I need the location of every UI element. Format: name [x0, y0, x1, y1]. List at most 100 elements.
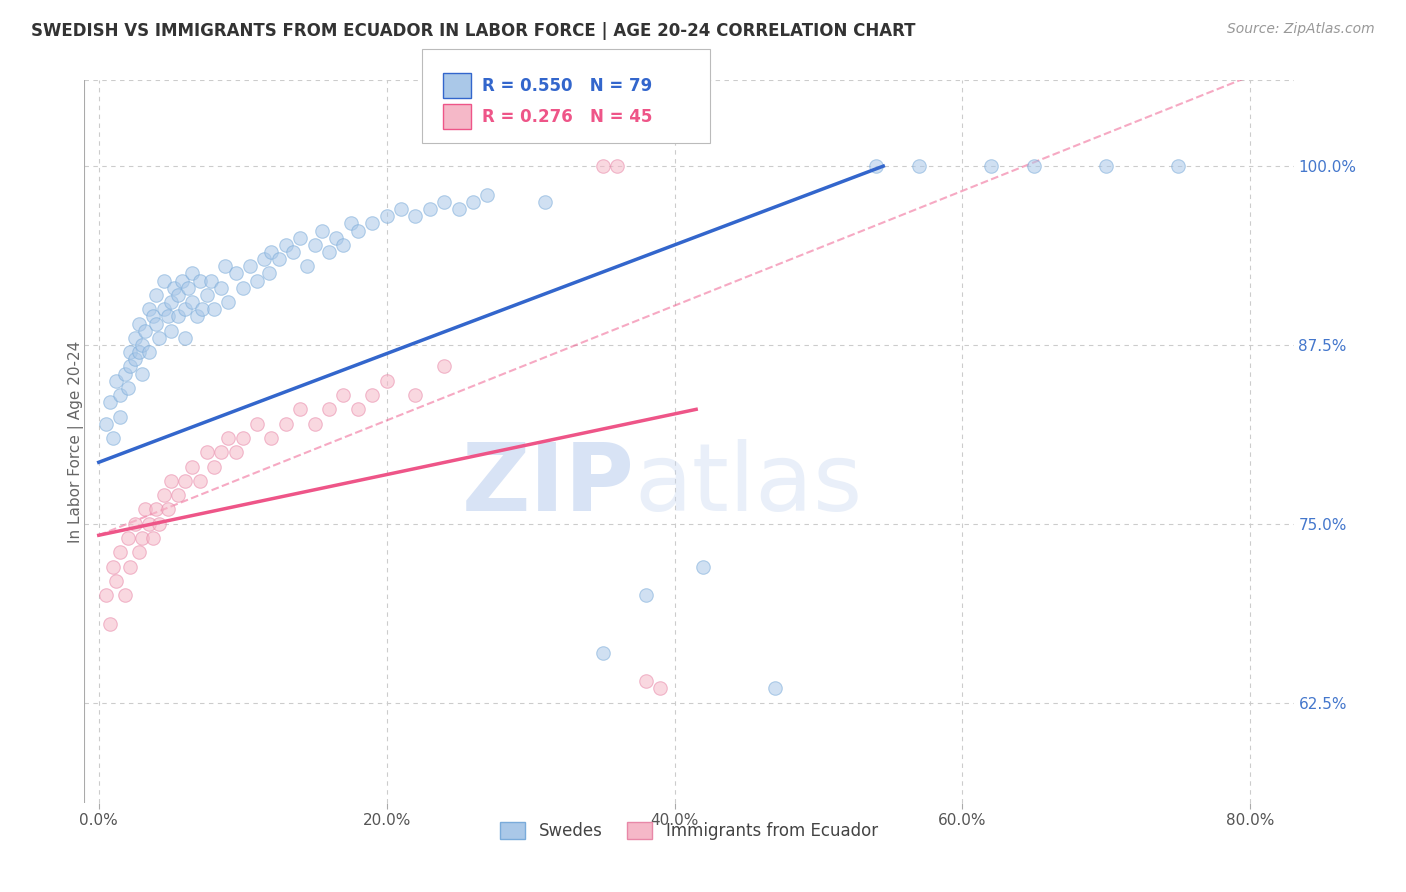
Point — [114, 367, 136, 381]
Point — [1024, 159, 1046, 173]
Text: R = 0.276   N = 45: R = 0.276 N = 45 — [482, 108, 652, 126]
Point — [257, 267, 280, 281]
Point — [239, 260, 262, 274]
Point — [134, 324, 156, 338]
Point — [128, 545, 150, 559]
Point — [181, 295, 204, 310]
Text: atlas: atlas — [634, 439, 863, 531]
Point — [174, 302, 197, 317]
Point — [267, 252, 290, 266]
Point — [281, 244, 304, 259]
Point — [404, 388, 426, 402]
Point — [692, 559, 714, 574]
Point — [865, 159, 887, 173]
Point — [332, 388, 354, 402]
Point — [650, 681, 672, 696]
Text: Source: ZipAtlas.com: Source: ZipAtlas.com — [1227, 22, 1375, 37]
Point — [217, 295, 239, 310]
Point — [128, 345, 150, 359]
Point — [209, 445, 232, 459]
Point — [274, 417, 297, 431]
Point — [101, 559, 124, 574]
Point — [167, 488, 190, 502]
Point — [145, 502, 167, 516]
Point — [318, 244, 340, 259]
Point — [246, 274, 269, 288]
Point — [124, 331, 146, 345]
Point — [461, 194, 484, 209]
Point — [304, 417, 326, 431]
Point — [634, 674, 657, 689]
Point — [120, 359, 142, 374]
Point — [181, 459, 204, 474]
Point — [142, 531, 165, 545]
Point — [105, 374, 128, 388]
Text: SWEDISH VS IMMIGRANTS FROM ECUADOR IN LABOR FORCE | AGE 20-24 CORRELATION CHART: SWEDISH VS IMMIGRANTS FROM ECUADOR IN LA… — [31, 22, 915, 40]
Point — [290, 402, 312, 417]
Point — [253, 252, 276, 266]
Point — [188, 274, 211, 288]
Point — [634, 588, 657, 602]
Point — [232, 281, 254, 295]
Point — [202, 302, 225, 317]
Point — [152, 488, 174, 502]
Point — [433, 359, 456, 374]
Text: R = 0.550   N = 79: R = 0.550 N = 79 — [482, 77, 652, 95]
Point — [447, 202, 470, 216]
Point — [142, 310, 165, 324]
Point — [152, 302, 174, 317]
Point — [120, 345, 142, 359]
Point — [148, 516, 170, 531]
Point — [174, 474, 197, 488]
Point — [195, 445, 218, 459]
Point — [202, 459, 225, 474]
Point — [592, 159, 614, 173]
Point — [606, 159, 628, 173]
Point — [361, 388, 384, 402]
Point — [117, 381, 139, 395]
Point — [124, 352, 146, 367]
Point — [209, 281, 232, 295]
Point — [101, 431, 124, 445]
Point — [167, 288, 190, 302]
Point — [375, 209, 398, 223]
Point — [131, 367, 153, 381]
Point — [159, 324, 181, 338]
Point — [174, 331, 197, 345]
Point — [339, 216, 361, 230]
Point — [361, 216, 384, 230]
Point — [225, 445, 247, 459]
Point — [138, 302, 160, 317]
Point — [477, 187, 499, 202]
Point — [186, 310, 208, 324]
Point — [128, 317, 150, 331]
Point — [105, 574, 128, 588]
Point — [1095, 159, 1118, 173]
Point — [117, 531, 139, 545]
Point — [110, 545, 132, 559]
Point — [188, 474, 211, 488]
Point — [98, 617, 121, 632]
Point — [131, 338, 153, 352]
Point — [162, 281, 184, 295]
Point — [98, 395, 121, 409]
Point — [214, 260, 236, 274]
Point — [290, 230, 312, 244]
Point — [225, 267, 247, 281]
Point — [148, 331, 170, 345]
Point — [124, 516, 146, 531]
Point — [167, 310, 190, 324]
Point — [304, 237, 326, 252]
Point — [311, 223, 333, 237]
Point — [347, 223, 370, 237]
Point — [375, 374, 398, 388]
Text: ZIP: ZIP — [461, 439, 634, 531]
Point — [159, 474, 181, 488]
Point — [195, 288, 218, 302]
Legend: Swedes, Immigrants from Ecuador: Swedes, Immigrants from Ecuador — [494, 815, 884, 847]
Point — [325, 230, 347, 244]
Point — [156, 502, 179, 516]
Point — [177, 281, 200, 295]
Point — [94, 588, 117, 602]
Point — [217, 431, 239, 445]
